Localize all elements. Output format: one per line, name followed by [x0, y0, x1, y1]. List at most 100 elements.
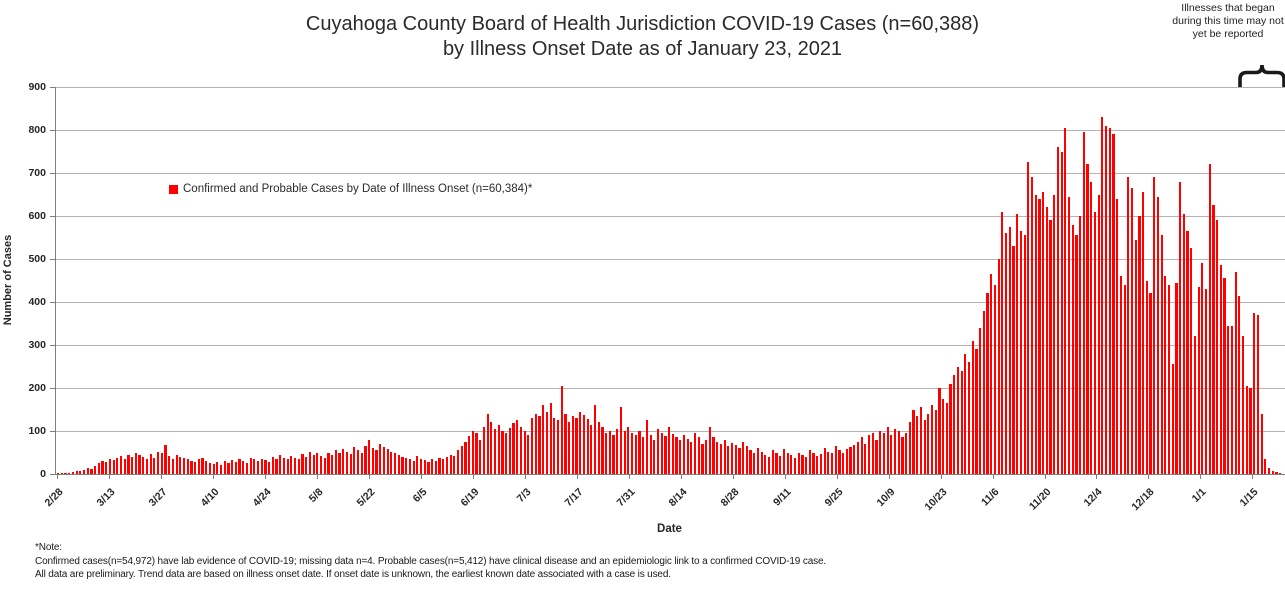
- bar: [1042, 192, 1045, 474]
- bar: [416, 455, 419, 474]
- x-tick-label: 11/20: [1026, 486, 1053, 513]
- bar: [856, 441, 860, 474]
- bar: [64, 472, 67, 474]
- bar: [842, 452, 845, 474]
- x-tick-label: 6/19: [458, 486, 482, 509]
- bar: [356, 450, 360, 474]
- bar: [201, 457, 204, 474]
- bar: [1045, 207, 1048, 474]
- bar: [890, 435, 893, 474]
- bar: [519, 426, 523, 474]
- bar: [234, 461, 237, 474]
- y-tick-mark: [50, 345, 55, 346]
- bar: [1238, 295, 1241, 474]
- bar: [693, 433, 697, 474]
- x-tick-mark: [888, 475, 890, 479]
- curly-brace-icon: [1238, 64, 1285, 88]
- bar: [1104, 125, 1108, 474]
- bar: [656, 428, 660, 474]
- bar: [556, 420, 560, 474]
- bar: [1219, 265, 1222, 474]
- bar: [697, 437, 700, 474]
- bar: [771, 450, 774, 474]
- bar: [756, 448, 760, 474]
- bar: [1060, 151, 1063, 474]
- gridline: [56, 129, 1285, 131]
- bar: [512, 423, 515, 474]
- bar: [342, 449, 345, 474]
- bar: [564, 413, 567, 474]
- bar: [57, 473, 60, 474]
- bar: [445, 456, 449, 474]
- x-tick-label: 1/1: [1190, 486, 1209, 505]
- bar: [1145, 280, 1148, 474]
- bar: [371, 448, 374, 474]
- bar: [364, 446, 367, 474]
- bar: [427, 461, 430, 474]
- y-tick-mark: [50, 302, 55, 303]
- bar: [1012, 246, 1015, 474]
- bar: [579, 411, 582, 474]
- y-tick-mark: [50, 87, 55, 88]
- bar: [353, 447, 356, 474]
- bar: [534, 413, 537, 474]
- bar: [1167, 284, 1171, 474]
- bar: [808, 450, 811, 474]
- bar: [271, 456, 274, 474]
- bar: [982, 310, 985, 474]
- bar: [701, 443, 704, 474]
- y-tick-mark: [50, 216, 55, 217]
- x-tick-mark: [108, 475, 110, 479]
- x-tick-label: 10/23: [921, 486, 950, 514]
- bar: [1016, 213, 1019, 474]
- bar: [479, 439, 482, 474]
- bar: [1127, 177, 1130, 474]
- bar: [616, 428, 619, 474]
- bar: [1023, 235, 1026, 474]
- bar: [412, 461, 415, 474]
- x-tick-label: 6/5: [410, 486, 430, 505]
- bar: [1119, 276, 1122, 474]
- bar: [590, 424, 593, 474]
- x-tick-mark: [1044, 475, 1046, 479]
- bar: [1260, 413, 1263, 474]
- bar: [123, 458, 126, 474]
- reporting-lag-line1: Illnesses that began: [1181, 2, 1275, 14]
- x-tick-mark: [732, 475, 734, 479]
- bar: [542, 405, 545, 474]
- chart-title-line1: Cuyahoga County Board of Health Jurisdic…: [305, 13, 980, 35]
- bar: [742, 442, 745, 474]
- bar: [830, 453, 834, 474]
- bar: [619, 407, 623, 474]
- bar: [1271, 470, 1274, 474]
- bar: [679, 440, 682, 474]
- bar-series: [57, 87, 1285, 474]
- bar: [138, 455, 141, 474]
- bar: [642, 437, 645, 474]
- bar: [145, 458, 149, 474]
- bar: [390, 451, 393, 474]
- x-tick-label: 9/25: [822, 486, 846, 509]
- bar: [1204, 289, 1208, 474]
- bar: [1019, 231, 1022, 474]
- bar: [1056, 147, 1060, 474]
- bar: [1264, 458, 1267, 474]
- bar: [1227, 325, 1230, 474]
- gridline: [56, 344, 1285, 346]
- bar: [582, 414, 586, 474]
- bar: [949, 383, 952, 474]
- bar: [1156, 196, 1160, 474]
- bar: [938, 388, 941, 474]
- bar: [460, 446, 463, 474]
- bar: [164, 444, 167, 474]
- bar: [1267, 467, 1271, 474]
- bar: [153, 457, 156, 474]
- x-tick-mark: [524, 475, 526, 479]
- bar: [597, 422, 600, 474]
- bar: [527, 435, 530, 474]
- x-tick-label: 1/15: [1237, 486, 1261, 509]
- bar: [875, 439, 878, 474]
- bar: [879, 431, 882, 474]
- x-tick-mark: [940, 475, 942, 479]
- x-tick-mark: [576, 475, 578, 479]
